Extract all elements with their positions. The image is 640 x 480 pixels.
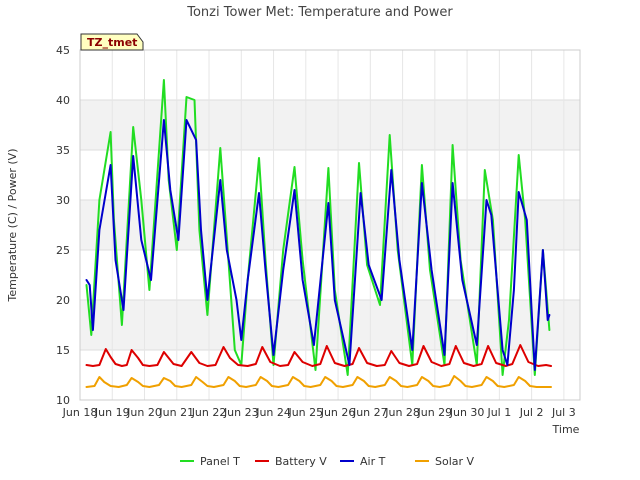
y-tick-label: 15	[56, 344, 70, 357]
annotation-tag-text: TZ_tmet	[87, 36, 137, 49]
legend: Panel T Battery V Air T Solar V	[180, 455, 475, 468]
y-axis-ticks: 10 15 20 25 30 35 40 45	[56, 44, 70, 407]
legend-label-solar-v: Solar V	[435, 455, 475, 468]
series-line-panel-t	[85, 79, 551, 376]
y-tick-label: 35	[56, 144, 70, 157]
x-tick-label: Jun 27	[352, 406, 388, 419]
x-tick-label: Jun 29	[416, 406, 452, 419]
y-tick-label: 30	[56, 194, 70, 207]
x-tick-label: Jun 28	[384, 406, 420, 419]
x-tick-label: Jun 21	[158, 406, 194, 419]
x-tick-label: Jun 24	[255, 406, 291, 419]
background-band	[80, 250, 580, 300]
y-tick-label: 40	[56, 94, 70, 107]
x-tick-label: Jun 23	[223, 406, 259, 419]
background-band	[80, 50, 580, 100]
annotation-tag: TZ_tmet	[80, 33, 144, 51]
chart-title: Tonzi Tower Met: Temperature and Power	[186, 5, 453, 20]
x-tick-label: Jun 20	[126, 406, 162, 419]
series-line-battery-v	[85, 344, 552, 367]
y-tick-label: 20	[56, 294, 70, 307]
background-band	[80, 300, 580, 350]
x-tick-label: Jun 22	[191, 406, 227, 419]
y-axis-label: Temperature (C) / Power (V)	[6, 148, 19, 302]
plot-frame	[79, 49, 581, 401]
background-band	[80, 350, 580, 400]
annotation-tag-box	[80, 33, 144, 51]
series-line-air-t	[85, 119, 551, 371]
x-tick-label: Jul 3	[551, 406, 576, 419]
background-band	[80, 100, 580, 150]
x-tick-label: Jun 19	[94, 406, 130, 419]
legend-label-battery-v: Battery V	[275, 455, 327, 468]
y-tick-label: 10	[56, 394, 70, 407]
x-tick-label: Jul 1	[486, 406, 511, 419]
x-axis-label: Time	[552, 423, 580, 436]
series-layer	[85, 79, 552, 388]
y-tick-label: 25	[56, 244, 70, 257]
y-tick-label: 45	[56, 44, 70, 57]
x-tick-label: Jun 25	[287, 406, 323, 419]
series-line-solar-v	[85, 375, 552, 388]
x-tick-label: Jun 18	[62, 406, 98, 419]
x-tick-label: Jul 2	[519, 406, 544, 419]
x-tick-label: Jun 30	[449, 406, 485, 419]
legend-label-panel-t: Panel T	[200, 455, 240, 468]
legend-label-air-t: Air T	[360, 455, 386, 468]
x-tick-label: Jun 26	[320, 406, 356, 419]
